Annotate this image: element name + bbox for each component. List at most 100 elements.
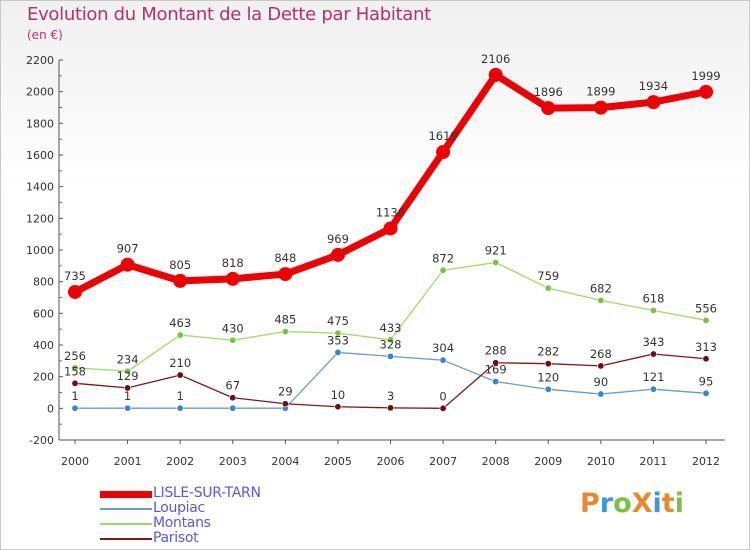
data-label-montans: 682: [590, 281, 612, 295]
data-point-lisle-sur-tarn: [699, 84, 713, 99]
data-label-lisle-sur-tarn: 735: [64, 269, 86, 283]
chart-title: Evolution du Montant de la Dette par Hab…: [27, 4, 431, 25]
y-tick-label: 0: [47, 402, 54, 415]
data-label-loupiac: 353: [327, 333, 349, 347]
data-point-parisot: [544, 360, 552, 368]
data-point-montans: [281, 328, 289, 336]
data-label-lisle-sur-tarn: 1934: [639, 79, 668, 93]
data-label-montans: 921: [485, 244, 507, 258]
x-tick-label: 2010: [587, 455, 615, 468]
data-label-parisot: 67: [225, 379, 240, 393]
data-label-lisle-sur-tarn: 2106: [481, 52, 510, 66]
data-label-parisot: 3: [387, 389, 394, 403]
y-tick-label: 1800: [26, 117, 54, 130]
chart-axes: -200020040060080010001200140016001800200…: [26, 54, 725, 468]
legend-item-loupiac: Loupiac: [100, 500, 360, 516]
logo-letter: X: [631, 488, 653, 519]
data-point-loupiac: [334, 348, 342, 356]
data-label-lisle-sur-tarn: 1136: [376, 205, 405, 219]
x-tick-label: 2008: [482, 455, 510, 468]
data-point-lisle-sur-tarn: [541, 101, 556, 116]
legend-item-montans: Montans: [100, 515, 360, 531]
x-tick-label: 2011: [639, 455, 667, 468]
data-label-montans: 475: [327, 314, 349, 328]
legend-swatch: [100, 538, 152, 540]
data-label-lisle-sur-tarn: 848: [274, 251, 296, 265]
y-tick-label: -200: [29, 434, 54, 447]
data-point-lisle-sur-tarn: [488, 67, 503, 82]
legend-label: Parisot: [153, 530, 199, 546]
y-tick-label: 1000: [26, 244, 54, 257]
data-label-parisot: 0: [439, 389, 446, 403]
data-label-parisot: 268: [590, 347, 612, 361]
data-point-lisle-sur-tarn: [225, 271, 240, 286]
data-point-parisot: [597, 362, 605, 370]
data-point-loupiac: [597, 390, 605, 398]
data-point-parisot: [229, 394, 237, 402]
data-label-lisle-sur-tarn: 1999: [691, 69, 720, 83]
x-tick-label: 2006: [377, 455, 405, 468]
data-label-montans: 556: [695, 301, 717, 315]
y-tick-label: 200: [33, 371, 54, 384]
data-point-loupiac: [702, 389, 710, 397]
data-point-montans: [492, 259, 500, 267]
data-point-montans: [386, 336, 394, 344]
x-tick-label: 2009: [534, 455, 562, 468]
data-label-loupiac: 90: [594, 375, 609, 389]
data-point-loupiac: [71, 404, 79, 412]
data-label-montans: 256: [64, 349, 86, 363]
data-point-loupiac: [544, 385, 552, 393]
x-tick-label: 2012: [692, 455, 720, 468]
data-point-loupiac: [386, 352, 394, 360]
data-label-loupiac: 95: [699, 374, 714, 388]
data-label-lisle-sur-tarn: 1619: [428, 129, 457, 143]
data-label-lisle-sur-tarn: 1896: [534, 85, 563, 99]
data-point-montans: [544, 284, 552, 292]
data-point-loupiac: [176, 404, 184, 412]
data-label-loupiac: 304: [432, 341, 454, 355]
logo-letter: P: [580, 488, 600, 519]
legend-label: LISLE-SUR-TARN: [153, 485, 261, 501]
data-point-montans: [649, 306, 657, 314]
y-tick-label: 1200: [26, 212, 54, 225]
data-label-loupiac: 120: [537, 370, 559, 384]
x-tick-label: 2004: [271, 455, 299, 468]
x-tick-label: 2001: [114, 455, 142, 468]
data-point-lisle-sur-tarn: [330, 247, 345, 262]
data-point-parisot: [439, 404, 447, 412]
data-point-montans: [702, 316, 710, 324]
data-label-parisot: 129: [117, 369, 139, 383]
data-point-lisle-sur-tarn: [383, 221, 398, 236]
data-label-montans: 463: [169, 316, 191, 330]
legend-swatch: [100, 490, 152, 498]
data-label-loupiac: 1: [124, 389, 131, 403]
data-point-loupiac: [229, 404, 237, 412]
series-layer: [68, 67, 713, 412]
data-point-parisot: [334, 403, 342, 411]
chart-subtitle: (en €): [27, 28, 63, 42]
data-label-loupiac: 328: [380, 337, 402, 351]
data-point-montans: [124, 367, 132, 375]
logo-letter: i: [674, 488, 684, 519]
data-point-lisle-sur-tarn: [436, 144, 451, 159]
data-point-lisle-sur-tarn: [120, 257, 135, 272]
data-label-parisot: 288: [485, 344, 507, 358]
legend-item-parisot: Parisot: [100, 530, 360, 546]
y-tick-label: 400: [33, 339, 54, 352]
data-label-lisle-sur-tarn: 907: [117, 242, 139, 256]
data-label-parisot: 313: [695, 340, 717, 354]
data-point-parisot: [124, 384, 132, 392]
data-point-lisle-sur-tarn: [646, 95, 661, 110]
data-label-lisle-sur-tarn: 805: [169, 258, 191, 272]
logo-letter: t: [661, 488, 675, 519]
data-point-loupiac: [492, 378, 500, 386]
data-point-montans: [334, 329, 342, 337]
data-point-parisot: [492, 359, 500, 367]
data-label-montans: 234: [117, 352, 139, 366]
data-point-montans: [176, 331, 184, 339]
data-point-montans: [439, 266, 447, 274]
x-tick-label: 2000: [61, 455, 89, 468]
data-point-parisot: [702, 355, 710, 363]
legend-item-lisle-sur-tarn: LISLE-SUR-TARN: [100, 485, 360, 501]
